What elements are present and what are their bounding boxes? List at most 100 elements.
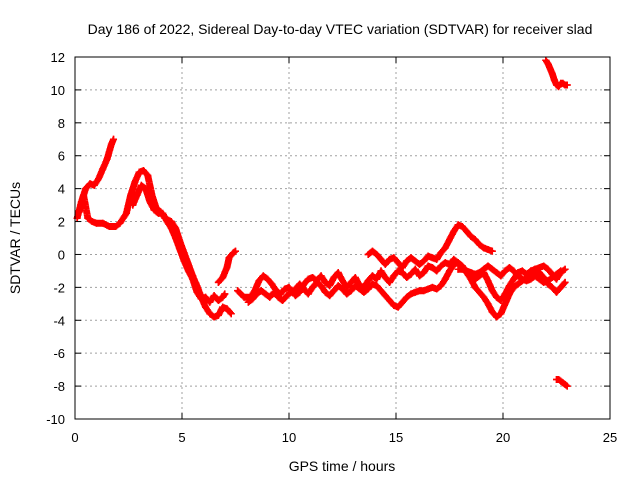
data-point [518, 267, 526, 275]
data-point [253, 290, 261, 298]
data-point [189, 275, 197, 283]
data-point [274, 293, 282, 301]
data-point [103, 155, 111, 163]
data-point [514, 280, 522, 288]
data-point [232, 247, 239, 255]
data-point [210, 292, 218, 300]
data-point [394, 303, 402, 311]
data-point [411, 288, 419, 296]
data-point [214, 297, 222, 305]
data-point [351, 282, 359, 290]
data-point [381, 292, 389, 300]
data-point [137, 181, 145, 189]
data-point [394, 267, 402, 275]
data-point [437, 249, 445, 257]
data-point [313, 278, 321, 286]
data-point [339, 285, 346, 293]
data-point [163, 218, 171, 226]
data-point [82, 185, 90, 193]
data-point [546, 65, 554, 73]
data-point [105, 222, 113, 230]
y-tick-label: -8 [53, 379, 65, 394]
data-point [281, 285, 289, 293]
data-point [471, 236, 479, 244]
data-point [398, 298, 406, 306]
data-point [450, 227, 458, 235]
data-point [563, 382, 571, 390]
data-point [95, 175, 103, 183]
data-point [420, 269, 428, 277]
data-point [334, 282, 342, 290]
data-point [287, 288, 295, 296]
data-point [407, 254, 415, 262]
data-point [343, 290, 351, 298]
x-tick-label: 0 [71, 430, 78, 445]
data-point [505, 264, 513, 272]
data-point [347, 278, 355, 286]
data-point [146, 198, 154, 206]
data-point [139, 167, 147, 175]
series-markers [244, 259, 569, 321]
data-point [88, 218, 96, 226]
data-point [407, 270, 415, 278]
data-point [133, 191, 141, 199]
data-point [142, 185, 150, 193]
data-point [505, 290, 513, 298]
data-point [99, 219, 107, 227]
data-point [227, 310, 235, 318]
data-point [296, 288, 304, 296]
data-point [364, 285, 372, 293]
data-point [285, 283, 293, 291]
data-point [291, 292, 299, 300]
data-point [317, 282, 325, 290]
data-point [219, 273, 227, 281]
data-point [167, 224, 175, 232]
data-point [484, 277, 492, 285]
data-point [441, 259, 449, 267]
data-point [446, 267, 453, 275]
data-point [255, 277, 263, 285]
data-point [386, 278, 394, 286]
data-point [244, 298, 252, 306]
data-point [493, 293, 501, 301]
data-point [411, 257, 419, 265]
data-point [561, 265, 569, 273]
data-point [484, 262, 492, 270]
data-point [377, 287, 385, 295]
data-point [75, 208, 83, 216]
y-tick-label: -4 [53, 313, 65, 328]
data-point [501, 267, 509, 275]
data-point [527, 275, 535, 283]
data-point [510, 267, 518, 275]
data-point [407, 290, 415, 298]
data-point [497, 272, 505, 280]
data-point [458, 222, 466, 230]
data-point [475, 288, 483, 296]
data-point [394, 259, 402, 267]
data-point [424, 262, 432, 270]
data-point [214, 311, 222, 319]
series-arc-9 [542, 56, 571, 91]
data-point [377, 267, 385, 275]
data-point [424, 252, 432, 260]
data-point [531, 272, 539, 280]
data-point [110, 135, 118, 143]
data-point [441, 275, 449, 283]
data-point [184, 267, 192, 275]
chart-title: Day 186 of 2022, Sidereal Day-to-day VTE… [88, 21, 593, 37]
data-point [450, 260, 458, 268]
data-point [330, 273, 338, 281]
data-point [501, 300, 509, 308]
series-arc-10 [553, 376, 571, 390]
series-arc-3 [129, 181, 229, 306]
x-axis-label: GPS time / hours [289, 458, 396, 474]
data-point [279, 297, 287, 305]
data-point [326, 282, 334, 290]
data-point [304, 290, 312, 298]
data-point [131, 178, 139, 186]
data-point [330, 287, 338, 295]
data-point [548, 273, 556, 281]
data-point [428, 283, 436, 291]
data-point [540, 262, 548, 270]
data-point [176, 246, 184, 254]
